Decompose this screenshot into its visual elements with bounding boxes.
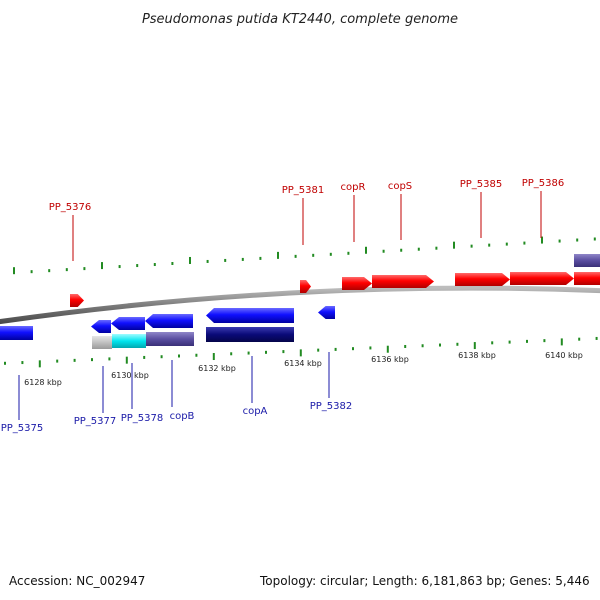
tick-label: 6128 kbp	[24, 378, 62, 387]
tick-label: 6134 kbp	[284, 359, 322, 368]
reverse-gene-label[interactable]: PP_5382	[310, 401, 353, 412]
reverse-gene-label[interactable]: PP_5378	[121, 413, 164, 424]
cog-block-slate-right	[574, 254, 600, 267]
gene-pp5386[interactable]	[510, 272, 574, 285]
gene-copS[interactable]	[372, 275, 434, 288]
forward-gene-label[interactable]: PP_5376	[49, 202, 92, 213]
genome-summary-text: Topology: circular; Length: 6,181,863 bp…	[260, 574, 590, 588]
gene-pp5376[interactable]	[70, 294, 84, 307]
reverse-gene-label[interactable]: PP_5375	[1, 423, 44, 434]
forward-gene-label[interactable]: PP_5386	[522, 178, 565, 189]
gene-pp5378[interactable]	[111, 317, 145, 330]
forward-gene-label[interactable]: copS	[388, 181, 412, 192]
gene-pp5382[interactable]	[318, 306, 335, 319]
reverse-gene-label[interactable]: PP_5377	[74, 416, 117, 427]
tick-label: 6132 kbp	[198, 364, 236, 373]
gene-copR[interactable]	[342, 277, 372, 290]
tick-label: 6138 kbp	[458, 351, 496, 360]
accession-text: Accession: NC_002947	[9, 574, 146, 588]
gene-pp5377[interactable]	[91, 320, 111, 333]
cog-block-cyan	[112, 334, 146, 348]
gene-pp5381[interactable]	[300, 280, 311, 293]
tick-layer	[4, 236, 598, 368]
cog-block-gray	[92, 336, 112, 349]
tick-label: 6130 kbp	[111, 371, 149, 380]
genome-backbone	[0, 285, 600, 325]
gene-layer	[0, 254, 600, 349]
reverse-gene-label[interactable]: copA	[243, 406, 268, 417]
cog-block-slate	[146, 332, 194, 346]
forward-gene-label[interactable]: copR	[341, 182, 366, 193]
gene-partial-forward[interactable]	[574, 272, 600, 285]
reverse-gene-label[interactable]: copB	[170, 411, 195, 422]
gene-pp5385[interactable]	[455, 273, 510, 286]
label-layer: 6128 kbp 6130 kbp 6132 kbp 6134 kbp 6136 kbp…	[1, 178, 583, 434]
forward-gene-label[interactable]: PP_5385	[460, 179, 503, 190]
tick-label: 6140 kbp	[545, 351, 583, 360]
gene-copB[interactable]	[145, 314, 193, 328]
map-title: Pseudomonas putida KT2440, complete geno…	[142, 12, 458, 27]
forward-gene-label[interactable]: PP_5381	[282, 185, 325, 196]
tick-label: 6136 kbp	[371, 355, 409, 364]
cog-block-navy	[206, 327, 294, 342]
gene-copA[interactable]	[206, 308, 294, 323]
gene-pp5375[interactable]	[0, 326, 33, 340]
